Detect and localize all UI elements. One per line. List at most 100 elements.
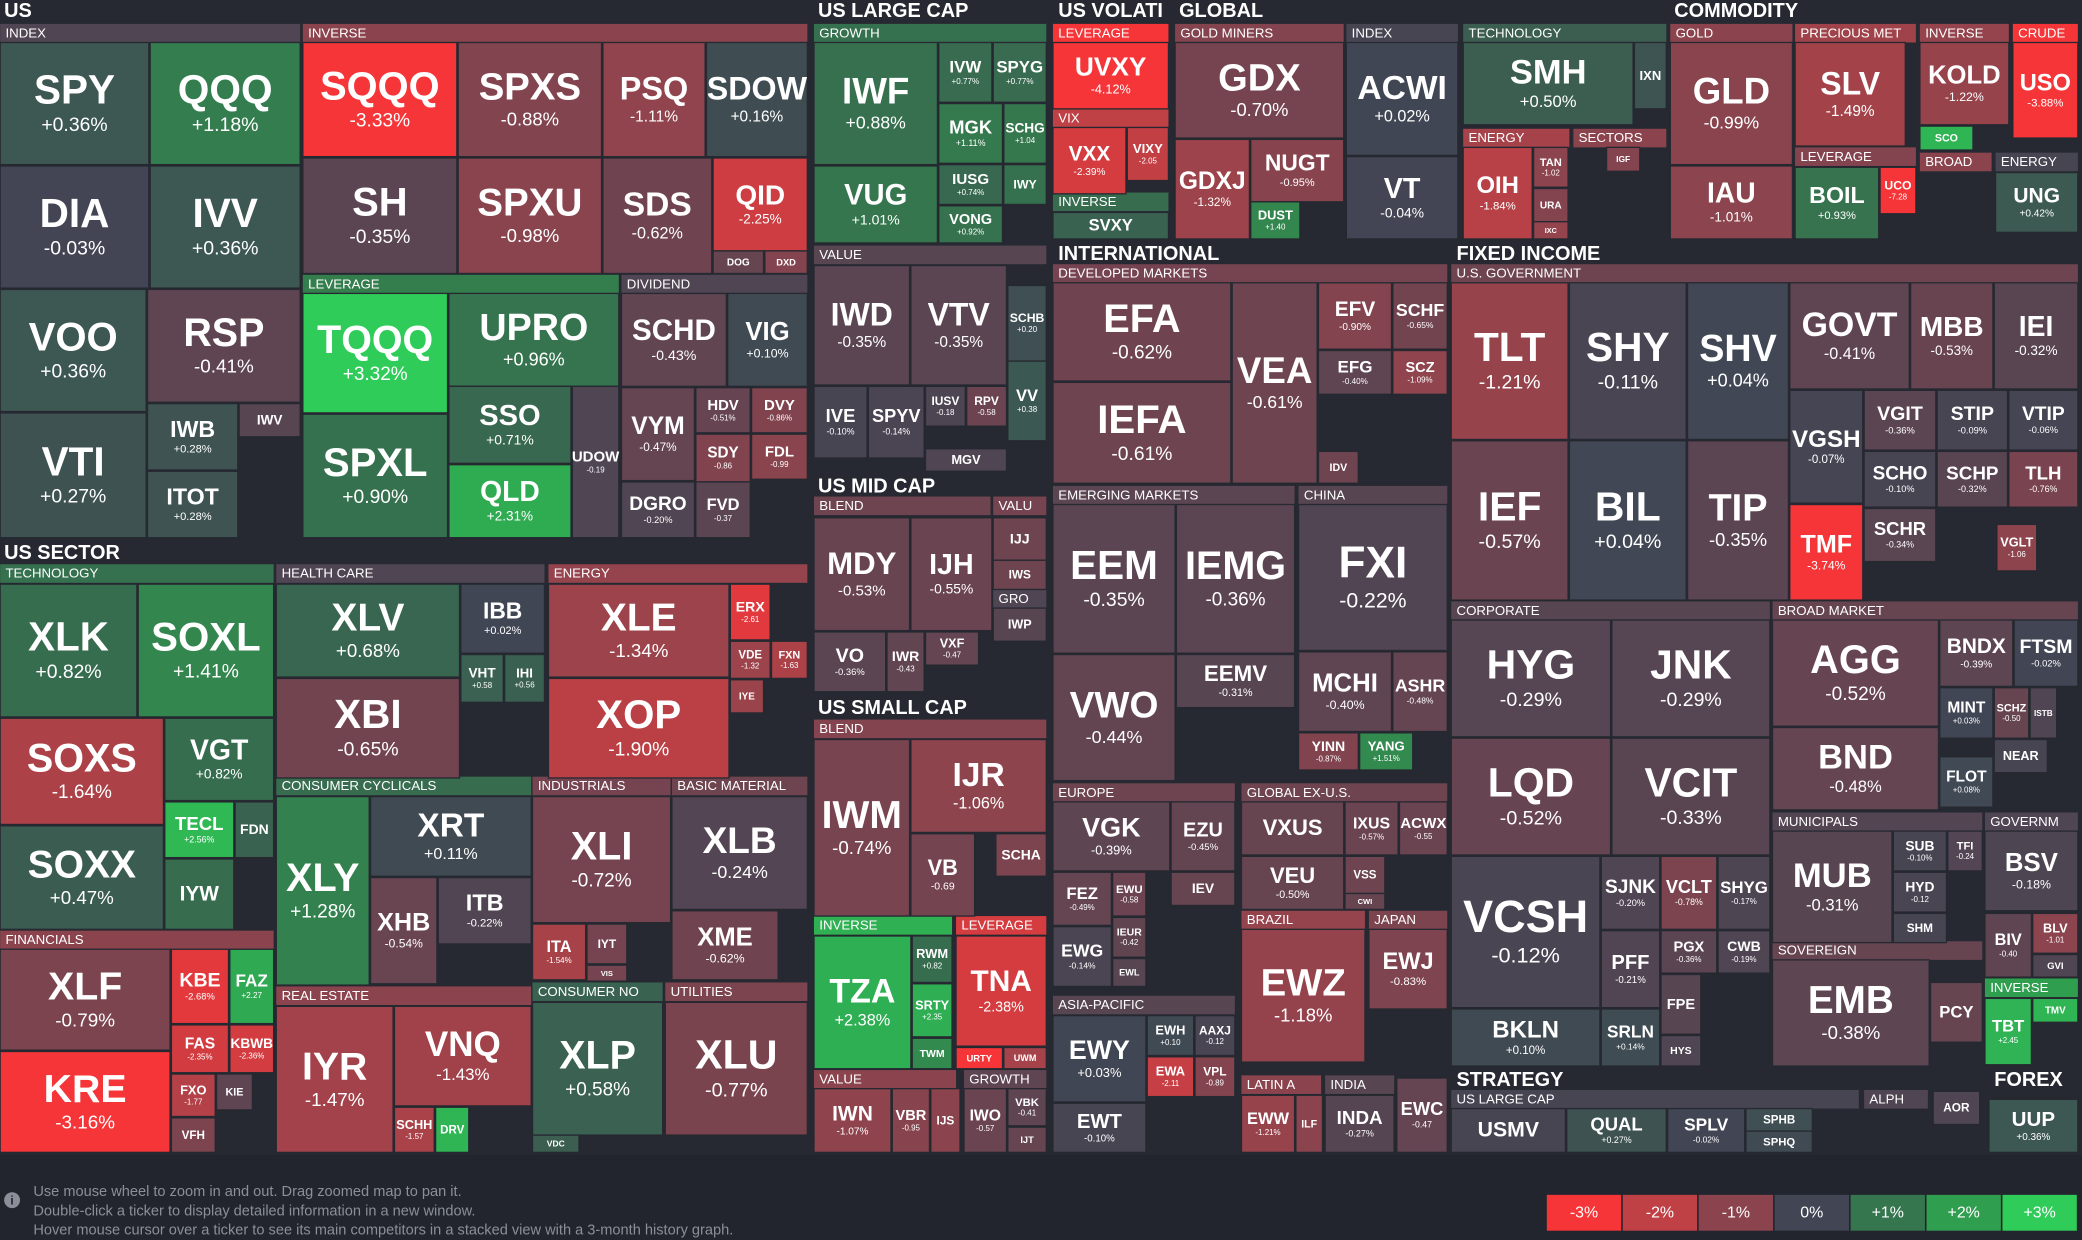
ticker-tile[interactable]: [1345, 41, 1459, 156]
ticker-tile[interactable]: [437, 876, 532, 945]
ticker-tile[interactable]: [1909, 282, 1994, 390]
ticker-tile[interactable]: [1794, 41, 1906, 147]
ticker-tile[interactable]: [170, 1073, 216, 1118]
ticker-tile[interactable]: [992, 607, 1047, 642]
ticker-tile[interactable]: [1392, 349, 1448, 395]
ticker-tile[interactable]: [2008, 389, 2079, 451]
ticker-tile[interactable]: [1984, 830, 2079, 912]
ticker-tile[interactable]: [238, 402, 301, 438]
ticker-tile[interactable]: [1231, 282, 1318, 484]
ticker-tile[interactable]: [170, 948, 230, 1025]
ticker-tile[interactable]: [1984, 912, 2033, 978]
ticker-tile[interactable]: [1112, 916, 1147, 958]
ticker-tile[interactable]: [571, 385, 620, 539]
ticker-tile[interactable]: [1052, 1014, 1147, 1103]
ticker-tile[interactable]: [813, 517, 911, 632]
ticker-tile[interactable]: [1600, 930, 1661, 1009]
ticker-tile[interactable]: [671, 795, 809, 911]
ticker-tile[interactable]: [1450, 440, 1569, 601]
ticker-tile[interactable]: [1771, 959, 1930, 1067]
ticker-tile[interactable]: [750, 387, 809, 434]
ticker-tile[interactable]: [1919, 41, 2010, 126]
ticker-tile[interactable]: [770, 640, 809, 680]
ticker-tile[interactable]: [302, 41, 458, 158]
ticker-tile[interactable]: [2008, 450, 2079, 508]
ticker-tile[interactable]: [924, 631, 980, 666]
ticker-tile[interactable]: [712, 157, 809, 252]
ticker-tile[interactable]: [1450, 282, 1569, 441]
ticker-tile[interactable]: [1771, 726, 1940, 811]
ticker-tile[interactable]: [955, 935, 1047, 1047]
ticker-tile[interactable]: [302, 413, 449, 539]
ticker-tile[interactable]: [503, 653, 546, 703]
ticker-tile[interactable]: [1566, 1107, 1667, 1154]
ticker-tile[interactable]: [2032, 997, 2079, 1023]
ticker-tile[interactable]: [1392, 282, 1448, 350]
ticker-tile[interactable]: [1929, 981, 1983, 1043]
ticker-tile[interactable]: [393, 1005, 532, 1107]
ticker-tile[interactable]: [1939, 756, 1994, 808]
ticker-tile[interactable]: [995, 833, 1047, 877]
ticker-tile[interactable]: [164, 717, 275, 802]
ticker-tile[interactable]: [1450, 1008, 1601, 1067]
ticker-tile[interactable]: [1450, 619, 1612, 738]
ticker-tile[interactable]: [275, 1005, 394, 1154]
ticker-tile[interactable]: [460, 653, 504, 703]
ticker-tile[interactable]: [729, 679, 765, 714]
ticker-tile[interactable]: [1568, 282, 1687, 441]
ticker-tile[interactable]: [664, 1001, 809, 1136]
ticker-tile[interactable]: [1194, 1056, 1236, 1098]
ticker-tile[interactable]: [1003, 1046, 1047, 1070]
ticker-tile[interactable]: [1297, 732, 1359, 771]
ticker-tile[interactable]: [164, 858, 235, 930]
ticker-tile[interactable]: [1532, 146, 1569, 188]
ticker-tile[interactable]: [1052, 871, 1113, 927]
ticker-tile[interactable]: [1863, 507, 1937, 563]
ticker-tile[interactable]: [992, 41, 1047, 103]
ticker-tile[interactable]: [1112, 871, 1147, 917]
ticker-tile[interactable]: [1660, 973, 1702, 1035]
ticker-tile[interactable]: [911, 983, 953, 1038]
ticker-tile[interactable]: [1611, 737, 1771, 856]
ticker-tile[interactable]: [671, 910, 779, 981]
ticker-tile[interactable]: [229, 948, 275, 1025]
ticker-tile[interactable]: [1717, 855, 1771, 930]
ticker-tile[interactable]: [813, 1087, 892, 1154]
ticker-tile[interactable]: [1052, 503, 1176, 654]
ticker-tile[interactable]: [1984, 997, 2033, 1066]
ticker-tile[interactable]: [393, 1106, 435, 1154]
ticker-tile[interactable]: [891, 1087, 931, 1154]
ticker-tile[interactable]: [2012, 41, 2079, 139]
ticker-tile[interactable]: [1686, 440, 1790, 601]
ticker-tile[interactable]: [1932, 1090, 1981, 1126]
ticker-tile[interactable]: [620, 292, 728, 388]
ticker-tile[interactable]: [275, 677, 461, 779]
ticker-tile[interactable]: [1052, 653, 1176, 782]
ticker-tile[interactable]: [1297, 651, 1393, 733]
ticker-tile[interactable]: [1919, 125, 1974, 151]
ticker-tile[interactable]: [1450, 1107, 1567, 1154]
ticker-tile[interactable]: [1611, 619, 1771, 738]
ticker-tile[interactable]: [1660, 1034, 1702, 1067]
ticker-tile[interactable]: [0, 41, 150, 166]
ticker-tile[interactable]: [1669, 41, 1794, 166]
ticker-tile[interactable]: [1317, 282, 1393, 350]
ticker-tile[interactable]: [1052, 1102, 1147, 1154]
ticker-tile[interactable]: [170, 1024, 230, 1074]
ticker-tile[interactable]: [965, 385, 1008, 427]
ticker-tile[interactable]: [1052, 282, 1232, 382]
ticker-tile[interactable]: [1007, 1126, 1047, 1154]
ticker-tile[interactable]: [1669, 165, 1794, 240]
ticker-tile[interactable]: [1317, 349, 1393, 395]
ticker-tile[interactable]: [0, 825, 165, 930]
ticker-tile[interactable]: [586, 964, 628, 982]
ticker-tile[interactable]: [1003, 163, 1047, 206]
ticker-tile[interactable]: [1052, 801, 1171, 872]
ticker-tile[interactable]: [1660, 855, 1718, 930]
ticker-tile[interactable]: [547, 677, 730, 779]
ticker-tile[interactable]: [448, 464, 572, 539]
ticker-tile[interactable]: [1170, 871, 1236, 907]
ticker-tile[interactable]: [1879, 166, 1917, 215]
ticker-tile[interactable]: [2029, 687, 2058, 739]
ticker-tile[interactable]: [1993, 687, 2030, 739]
